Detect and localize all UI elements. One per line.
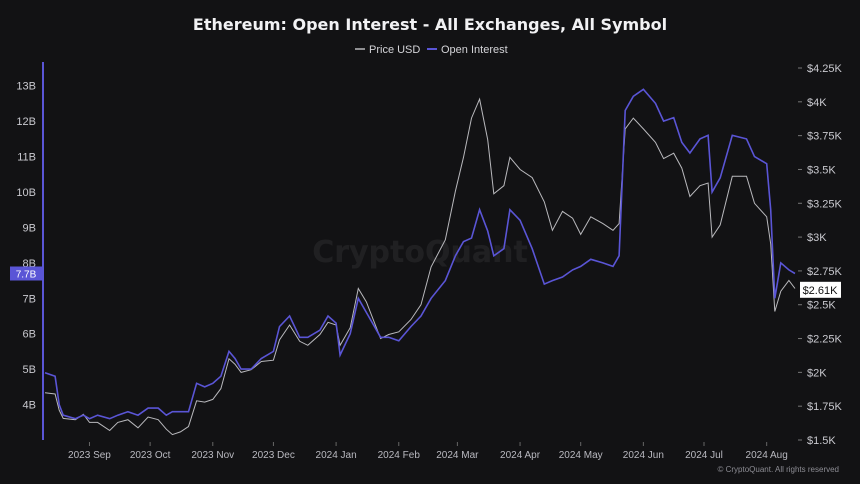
right-tick-label: $3.5K — [807, 164, 836, 176]
left-current-badge-bg — [10, 266, 43, 281]
right-tick-label: $2.75K — [807, 266, 843, 278]
right-axis-ticks: $1.5K $1.75K $2K $2.25K $2.5K $2.75K $3K $3.25K… — [798, 63, 843, 447]
right-tick-label: $3.25K — [807, 198, 843, 210]
watermark: CryptoQuant — [312, 235, 528, 270]
right-tick-label: $1.75K — [807, 401, 843, 413]
x-tick-label: 2024 Aug — [746, 450, 788, 461]
legend-label-price[interactable]: Price USD — [369, 44, 420, 56]
price-usd-line — [44, 97, 796, 436]
x-tick-label: 2023 Sep — [68, 450, 111, 461]
right-current-value: $2.61K — [803, 285, 839, 297]
x-tick-label: 2024 Feb — [378, 450, 421, 461]
left-current-badge: 7.7B — [10, 266, 43, 281]
chart-title: Ethereum: Open Interest - All Exchanges,… — [193, 15, 667, 34]
x-tick-label: 2024 Jun — [623, 450, 664, 461]
x-tick-label: 2023 Oct — [130, 450, 171, 461]
legend: Price USD Open Interest — [355, 44, 508, 56]
left-tick-label: 13B — [16, 81, 36, 93]
left-tick-label: 10B — [16, 187, 36, 199]
left-tick-label: 12B — [16, 116, 36, 128]
left-current-value: 7.7B — [16, 270, 37, 281]
right-tick-label: $3.75K — [807, 131, 843, 143]
right-tick-label: $4K — [807, 97, 827, 109]
x-tick-label: 2024 Apr — [500, 450, 541, 461]
legend-label-oi[interactable]: Open Interest — [441, 44, 508, 56]
left-tick-label: 11B — [17, 152, 36, 164]
x-tick-label: 2024 Jan — [316, 450, 357, 461]
left-tick-label: 9B — [23, 222, 36, 234]
left-tick-label: 5B — [23, 364, 36, 376]
left-tick-label: 6B — [23, 329, 36, 341]
x-tick-label: 2024 May — [559, 450, 603, 461]
x-tick-label: 2023 Dec — [252, 450, 295, 461]
right-current-badge: $2.61K — [800, 281, 841, 298]
right-tick-label: $1.5K — [807, 435, 836, 447]
right-tick-label: $3K — [807, 232, 827, 244]
right-tick-label: $2K — [807, 367, 827, 379]
x-axis-ticks: 2023 Sep 2023 Oct 2023 Nov 2023 Dec 2024 Jan… — [68, 442, 788, 461]
left-tick-label: 7B — [23, 293, 36, 305]
right-tick-label: $2.25K — [807, 334, 843, 346]
x-tick-label: 2023 Nov — [191, 450, 234, 461]
x-tick-label: 2024 Mar — [436, 450, 479, 461]
x-tick-label: 2024 Jul — [685, 450, 723, 461]
right-current-badge-bg — [800, 281, 841, 298]
open-interest-line — [44, 88, 796, 420]
series-layer — [44, 88, 796, 436]
right-tick-label: $2.5K — [807, 300, 836, 312]
right-tick-label: $4.25K — [807, 63, 843, 75]
copyright-credit: © CryptoQuant. All rights reserved — [718, 465, 840, 474]
left-tick-label: 4B — [23, 400, 36, 412]
